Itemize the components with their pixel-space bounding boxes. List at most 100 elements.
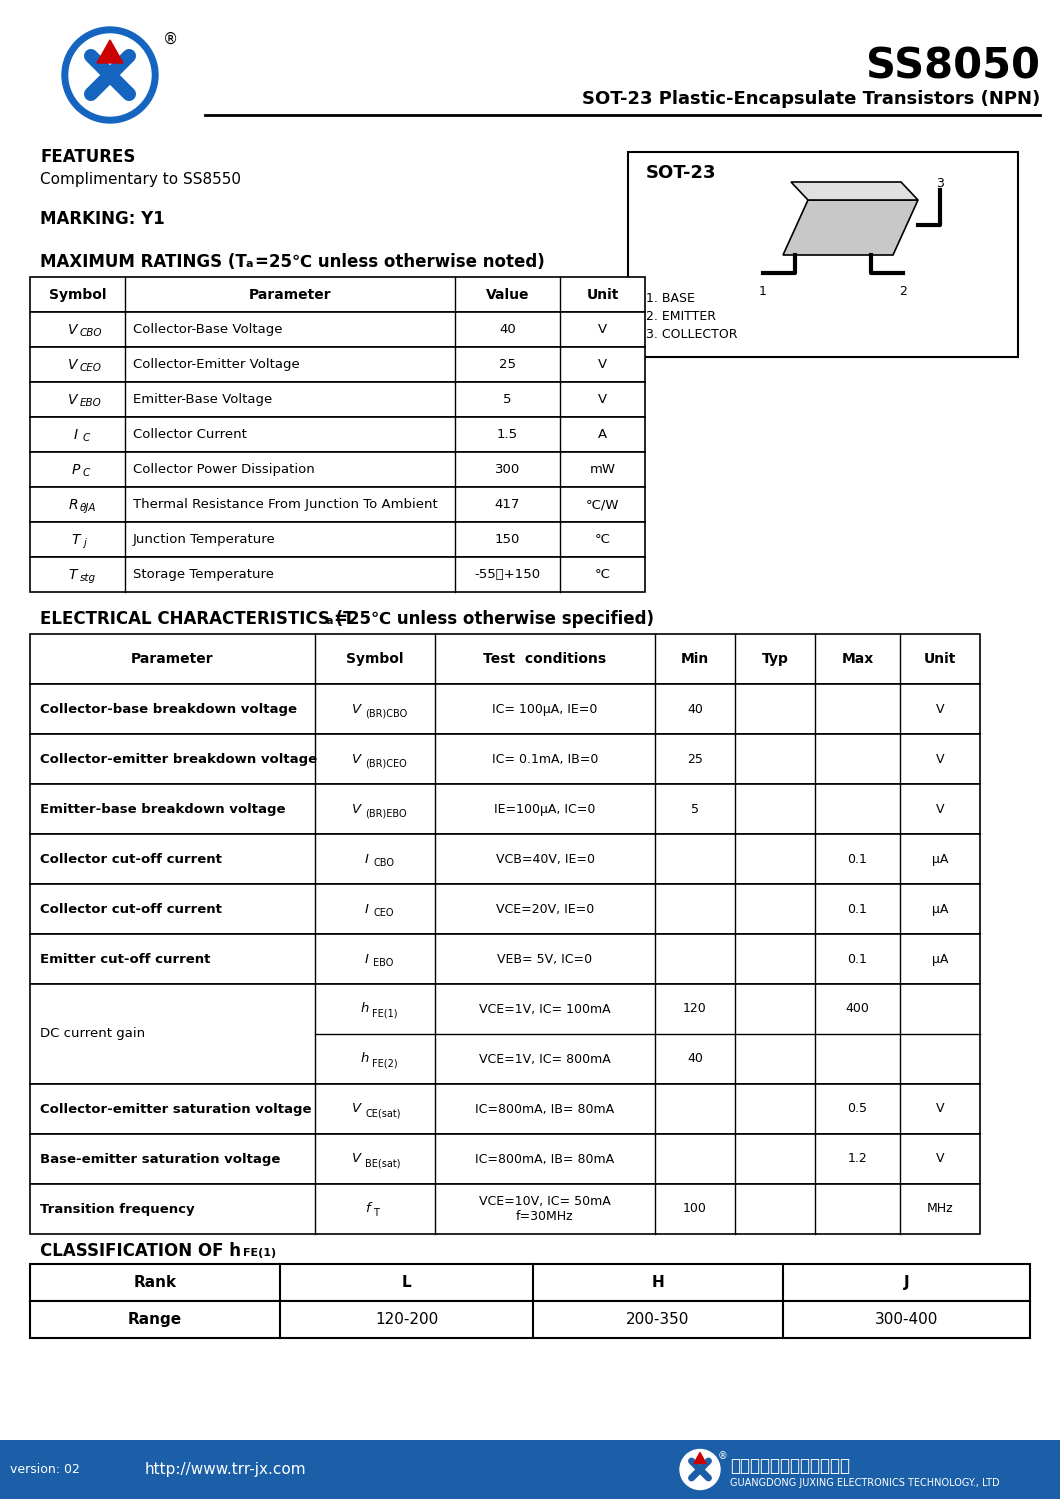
Text: 100: 100 [683, 1202, 707, 1216]
Text: h: h [360, 1052, 369, 1066]
Circle shape [681, 1450, 720, 1490]
Text: 25: 25 [687, 752, 703, 766]
Text: VCE=20V, IE=0: VCE=20V, IE=0 [496, 902, 594, 916]
Text: Symbol: Symbol [347, 652, 404, 666]
Text: IE=100μA, IC=0: IE=100μA, IC=0 [494, 802, 596, 815]
Text: Parameter: Parameter [249, 288, 332, 301]
Bar [30, 522, 644, 558]
Text: CE(sat): CE(sat) [365, 1108, 401, 1118]
Text: V: V [936, 752, 944, 766]
Text: V: V [936, 703, 944, 715]
Bar [0, 1441, 1060, 1499]
Text: f=30MHz: f=30MHz [516, 1211, 573, 1223]
Text: 0.1: 0.1 [848, 902, 867, 916]
Text: 120: 120 [683, 1003, 707, 1015]
Text: FE(1): FE(1) [372, 1007, 398, 1018]
Bar [30, 634, 980, 684]
Bar [30, 1264, 1030, 1301]
Text: a: a [325, 616, 333, 627]
Text: Max: Max [842, 652, 873, 666]
Text: V: V [68, 322, 77, 336]
Text: Collector cut-off current: Collector cut-off current [40, 853, 222, 865]
Text: I: I [74, 427, 78, 442]
Text: Value: Value [485, 288, 529, 301]
Bar [30, 558, 644, 592]
Text: Symbol: Symbol [49, 288, 106, 301]
Text: Collector Current: Collector Current [132, 429, 247, 441]
Polygon shape [791, 181, 918, 199]
Text: 1: 1 [759, 285, 767, 298]
Text: V: V [68, 357, 77, 372]
Text: 3. COLLECTOR: 3. COLLECTOR [646, 328, 738, 340]
Text: Collector-emitter saturation voltage: Collector-emitter saturation voltage [40, 1102, 312, 1115]
Polygon shape [783, 199, 918, 255]
Bar [30, 684, 980, 735]
Text: 0.1: 0.1 [848, 853, 867, 865]
Text: I: I [365, 902, 369, 916]
Bar [30, 417, 644, 453]
Text: C: C [83, 433, 90, 442]
Text: Complimentary to SS8550: Complimentary to SS8550 [40, 172, 241, 187]
Text: 400: 400 [846, 1003, 869, 1015]
Text: 40: 40 [687, 703, 703, 715]
Text: stg: stg [80, 573, 96, 583]
Text: T: T [69, 568, 77, 582]
Bar [628, 151, 1018, 357]
Circle shape [61, 27, 158, 123]
Text: MARKING: Y1: MARKING: Y1 [40, 210, 164, 228]
Text: FEATURES: FEATURES [40, 148, 136, 166]
Text: 1.2: 1.2 [848, 1153, 867, 1166]
Text: V: V [352, 1102, 361, 1115]
Text: Parameter: Parameter [131, 652, 214, 666]
Text: 300-400: 300-400 [874, 1312, 938, 1327]
Text: I: I [365, 853, 369, 865]
Text: Range: Range [128, 1312, 182, 1327]
Text: C: C [83, 468, 90, 478]
Text: f: f [365, 1202, 369, 1216]
Text: VCE=1V, IC= 100mA: VCE=1V, IC= 100mA [479, 1003, 611, 1015]
Bar [30, 1084, 980, 1135]
Text: VCB=40V, IE=0: VCB=40V, IE=0 [495, 853, 595, 865]
Text: EBO: EBO [80, 397, 102, 408]
Text: Collector-base breakdown voltage: Collector-base breakdown voltage [40, 703, 297, 715]
Bar [30, 1135, 980, 1184]
Text: (BR)CBO: (BR)CBO [365, 708, 407, 718]
Text: CBO: CBO [373, 857, 394, 868]
Text: Junction Temperature: Junction Temperature [132, 534, 276, 546]
Text: V: V [352, 802, 361, 815]
Text: IC= 0.1mA, IB=0: IC= 0.1mA, IB=0 [492, 752, 598, 766]
Text: FE(2): FE(2) [372, 1058, 398, 1067]
Text: V: V [352, 1153, 361, 1166]
Text: Collector-Base Voltage: Collector-Base Voltage [132, 322, 283, 336]
Text: ELECTRICAL CHARACTERISTICS (T: ELECTRICAL CHARACTERISTICS (T [40, 610, 354, 628]
Text: version: 02: version: 02 [10, 1463, 80, 1477]
Polygon shape [694, 1453, 706, 1463]
Text: MHz: MHz [926, 1202, 953, 1216]
Bar [30, 382, 644, 417]
Text: IC=800mA, IB= 80mA: IC=800mA, IB= 80mA [476, 1102, 615, 1115]
Text: DC current gain: DC current gain [40, 1027, 145, 1040]
Bar [30, 487, 644, 522]
Bar [30, 934, 980, 983]
Text: 120-200: 120-200 [375, 1312, 438, 1327]
Text: θJA: θJA [80, 502, 96, 513]
Text: 2: 2 [899, 285, 907, 298]
Text: A: A [598, 429, 607, 441]
Text: °C: °C [595, 534, 611, 546]
Text: 5: 5 [691, 802, 699, 815]
Text: μA: μA [932, 952, 949, 965]
Text: V: V [936, 1102, 944, 1115]
Text: http://www.trr-jx.com: http://www.trr-jx.com [145, 1462, 306, 1477]
Text: VCE=10V, IC= 50mA: VCE=10V, IC= 50mA [479, 1195, 611, 1208]
Text: V: V [936, 1153, 944, 1166]
Text: Collector Power Dissipation: Collector Power Dissipation [132, 463, 315, 477]
Bar [30, 1184, 980, 1234]
Text: T: T [373, 1208, 378, 1219]
Text: Test  conditions: Test conditions [483, 652, 606, 666]
Text: μA: μA [932, 902, 949, 916]
Text: P: P [72, 463, 81, 477]
Text: V: V [68, 393, 77, 406]
Text: T: T [72, 532, 81, 547]
Text: 40: 40 [499, 322, 516, 336]
Text: Collector-emitter breakdown voltage: Collector-emitter breakdown voltage [40, 752, 317, 766]
